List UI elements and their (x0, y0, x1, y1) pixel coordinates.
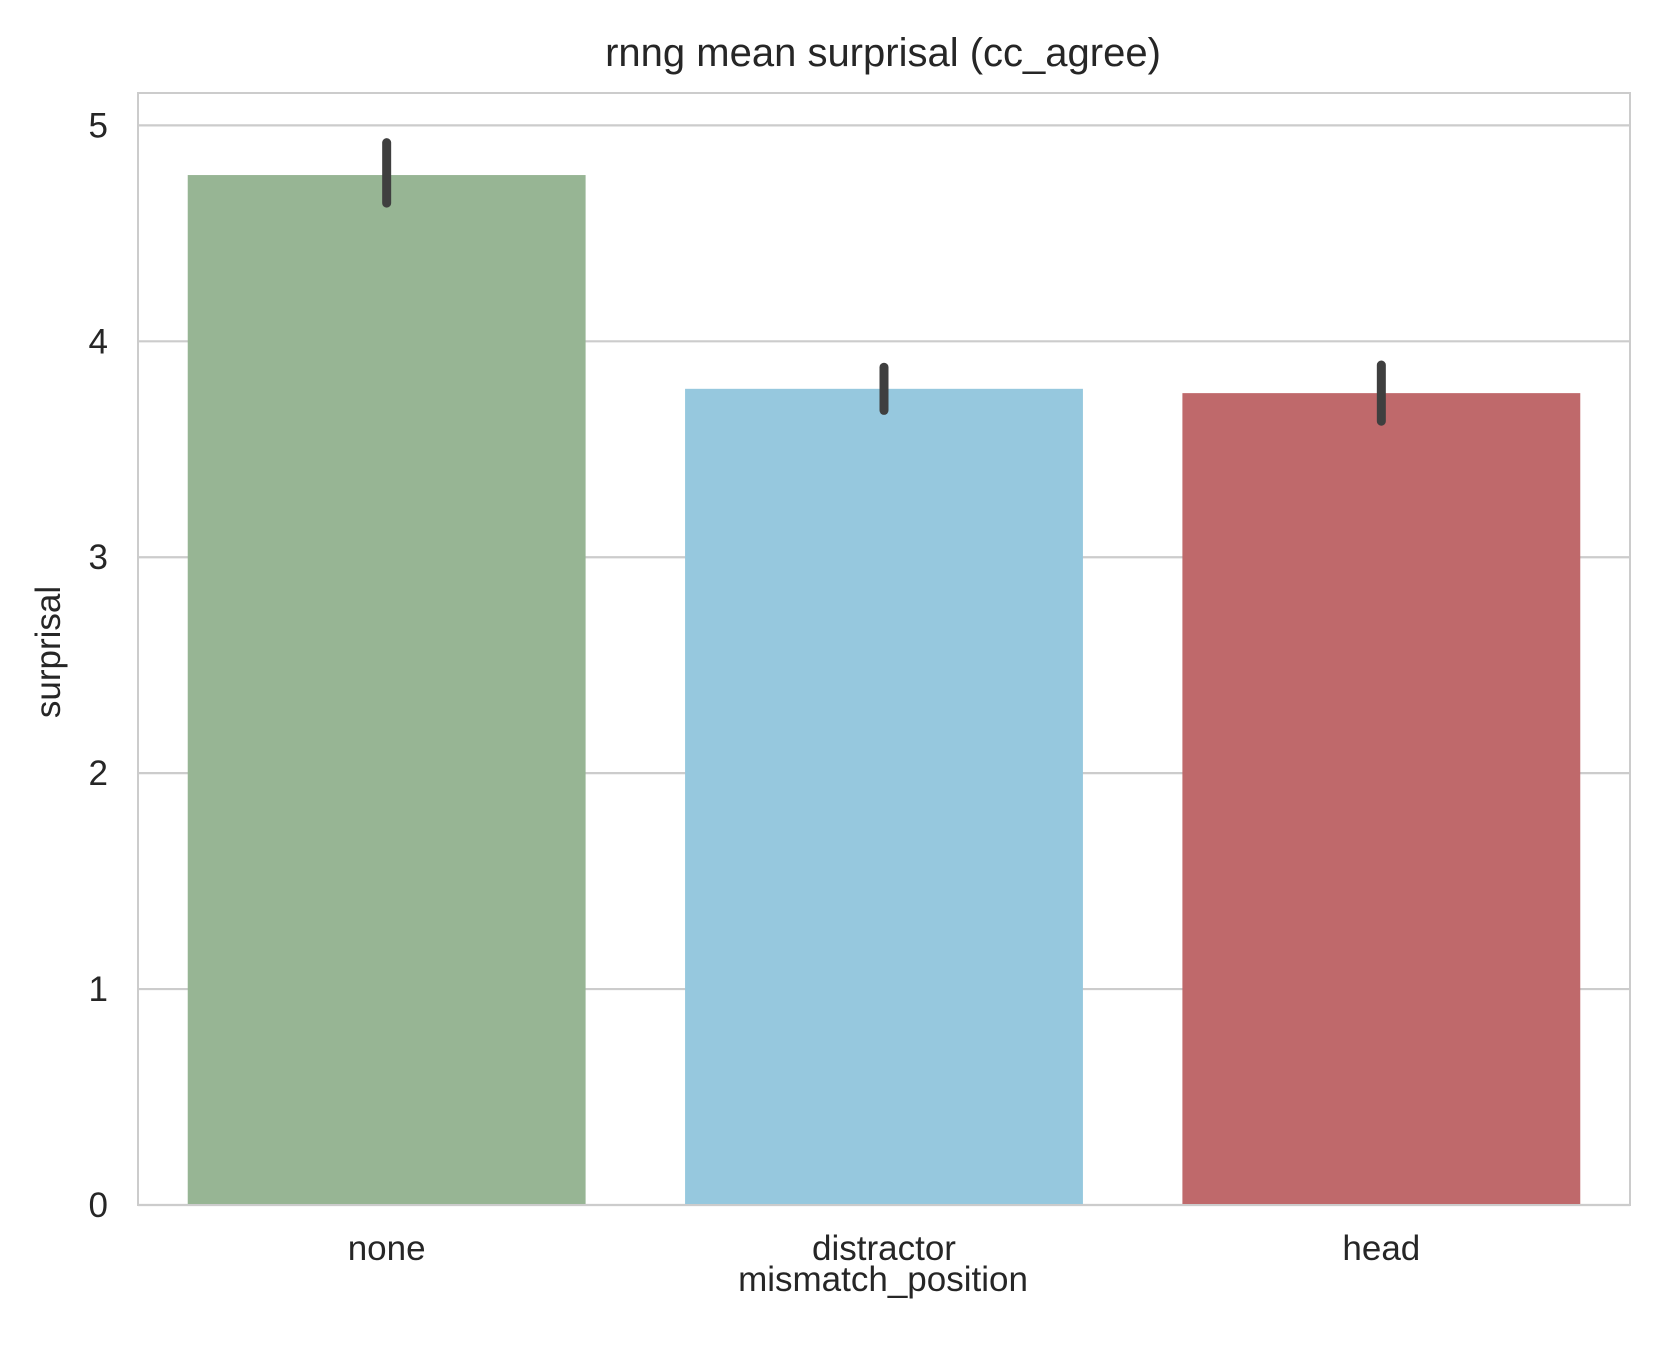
y-tick-label: 3 (89, 538, 108, 577)
y-tick-label: 4 (89, 322, 108, 361)
plot-frame (137, 92, 1631, 1206)
x-tick-label-head: head (1342, 1229, 1420, 1268)
x-tick-labels: none distractor head (348, 1229, 1421, 1268)
y-tick-label: 2 (89, 754, 108, 793)
y-tick-label: 5 (89, 106, 108, 145)
bar-none (187, 175, 586, 1205)
y-tick-label: 1 (89, 970, 108, 1009)
bar-head (1182, 393, 1581, 1205)
x-axis-label: mismatch_position (738, 1260, 1028, 1299)
y-axis-label: surprisal (29, 586, 68, 718)
y-tick-label: 0 (89, 1186, 108, 1225)
y-tick-labels: 0 1 2 3 4 5 (89, 106, 108, 1225)
chart-title: rnng mean surprisal (cc_agree) (605, 31, 1161, 75)
x-tick-label-none: none (348, 1229, 426, 1268)
bars (187, 175, 1581, 1205)
error-bars (382, 138, 1386, 426)
bar-distractor (685, 388, 1083, 1205)
x-tick-label-distractor: distractor (812, 1229, 956, 1268)
